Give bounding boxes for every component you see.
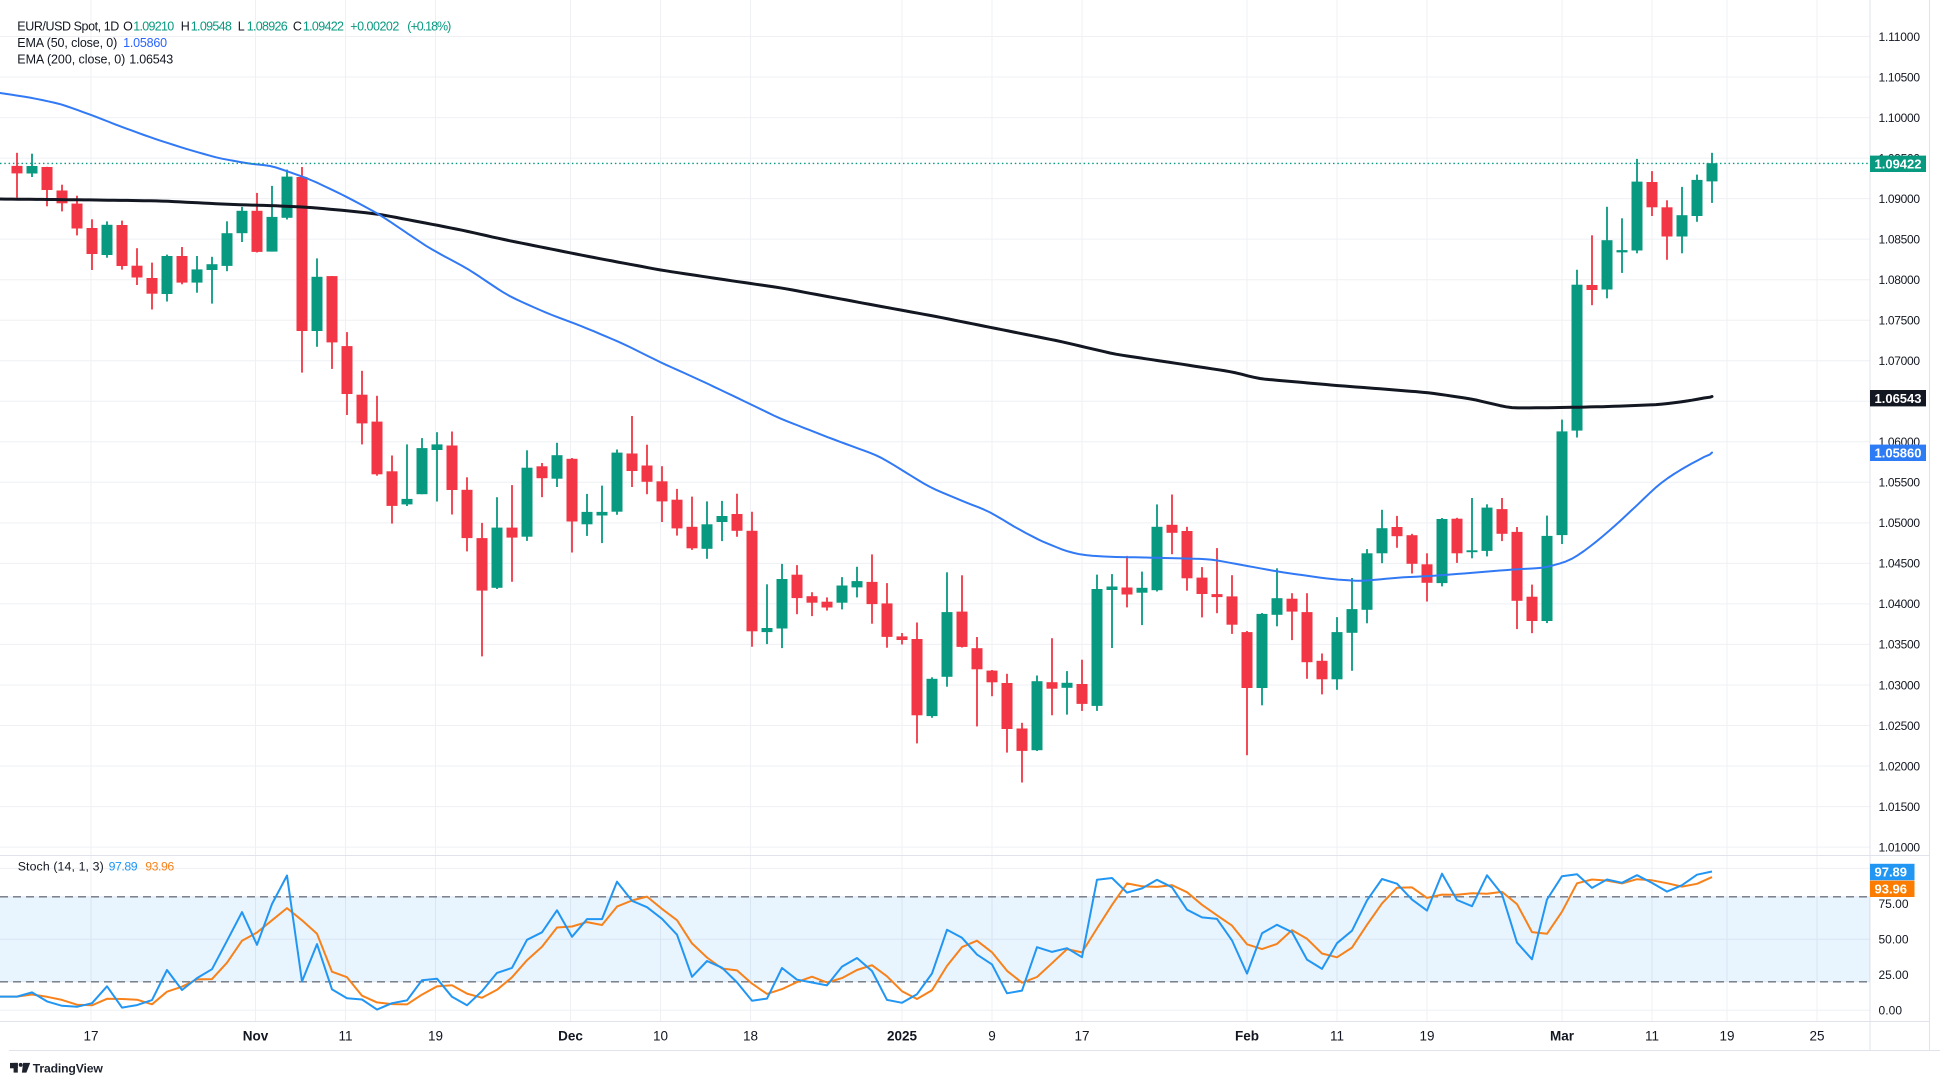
svg-text:1.07500: 1.07500: [1879, 314, 1921, 328]
svg-text:Nov: Nov: [243, 1029, 269, 1044]
svg-text:11: 11: [338, 1029, 352, 1044]
svg-text:1.03000: 1.03000: [1879, 678, 1921, 692]
svg-text:1.09000: 1.09000: [1879, 192, 1921, 206]
svg-text:1.06543: 1.06543: [1875, 391, 1922, 406]
svg-text:C: C: [293, 20, 302, 34]
svg-text:1.10500: 1.10500: [1879, 70, 1921, 84]
svg-text:O: O: [123, 20, 133, 34]
svg-text:(+0.18%): (+0.18%): [407, 20, 451, 34]
svg-text:1.02500: 1.02500: [1879, 719, 1921, 733]
svg-text:25.00: 25.00: [1879, 968, 1909, 982]
svg-text:93.96: 93.96: [1875, 881, 1908, 896]
svg-text:19: 19: [428, 1029, 443, 1044]
svg-text:Feb: Feb: [1235, 1029, 1259, 1044]
svg-text:1.01500: 1.01500: [1879, 800, 1921, 814]
svg-text:50.00: 50.00: [1879, 933, 1909, 947]
svg-text:11: 11: [1645, 1029, 1659, 1044]
svg-text:1.05000: 1.05000: [1879, 516, 1921, 530]
svg-text:1.05860: 1.05860: [1875, 445, 1922, 460]
svg-text:1.02000: 1.02000: [1879, 759, 1921, 773]
svg-text:11: 11: [1330, 1029, 1344, 1044]
svg-text:EUR/USD Spot, 1D: EUR/USD Spot, 1D: [17, 20, 119, 34]
svg-text:1.05860: 1.05860: [123, 36, 167, 50]
svg-text:19: 19: [1419, 1029, 1434, 1044]
svg-text:H: H: [181, 20, 190, 34]
svg-text:1.07000: 1.07000: [1879, 354, 1921, 368]
svg-text:1.03500: 1.03500: [1879, 638, 1921, 652]
svg-text:1.08500: 1.08500: [1879, 232, 1921, 246]
svg-text:19: 19: [1719, 1029, 1734, 1044]
svg-text:10: 10: [653, 1029, 668, 1044]
svg-text:Dec: Dec: [558, 1029, 583, 1044]
svg-text:1.04000: 1.04000: [1879, 597, 1921, 611]
svg-text:17: 17: [83, 1029, 98, 1044]
svg-text:18: 18: [743, 1029, 758, 1044]
svg-text:1.05500: 1.05500: [1879, 476, 1921, 490]
svg-text:1.04500: 1.04500: [1879, 557, 1921, 571]
svg-text:EMA (50, close, 0): EMA (50, close, 0): [17, 36, 117, 50]
svg-text:97.89: 97.89: [109, 860, 138, 874]
svg-text:1.06543: 1.06543: [129, 53, 173, 67]
svg-text:75.00: 75.00: [1879, 897, 1909, 911]
svg-text:2025: 2025: [887, 1029, 918, 1044]
svg-text:1.11000: 1.11000: [1879, 30, 1921, 44]
svg-text:L: L: [238, 20, 245, 34]
svg-text:1.08926: 1.08926: [247, 20, 288, 34]
svg-text:1.09210: 1.09210: [133, 20, 174, 34]
svg-text:97.89: 97.89: [1875, 865, 1908, 880]
svg-text:Mar: Mar: [1550, 1029, 1575, 1044]
svg-text:0.00: 0.00: [1879, 1004, 1903, 1018]
svg-text:17: 17: [1074, 1029, 1089, 1044]
svg-text:9: 9: [988, 1029, 996, 1044]
svg-text:Stoch (14, 1, 3): Stoch (14, 1, 3): [18, 860, 104, 874]
svg-text:1.09548: 1.09548: [191, 20, 232, 34]
svg-text:1.09422: 1.09422: [1875, 156, 1922, 171]
svg-text:+0.00202: +0.00202: [350, 20, 399, 34]
svg-text:1.10000: 1.10000: [1879, 111, 1921, 125]
svg-text:25: 25: [1809, 1029, 1824, 1044]
svg-text:1.01000: 1.01000: [1879, 840, 1921, 854]
svg-text:TradingView: TradingView: [33, 1062, 104, 1076]
svg-text:EMA (200, close, 0): EMA (200, close, 0): [17, 53, 125, 67]
svg-text:93.96: 93.96: [145, 860, 174, 874]
svg-text:1.09422: 1.09422: [303, 20, 344, 34]
svg-text:1.08000: 1.08000: [1879, 273, 1921, 287]
